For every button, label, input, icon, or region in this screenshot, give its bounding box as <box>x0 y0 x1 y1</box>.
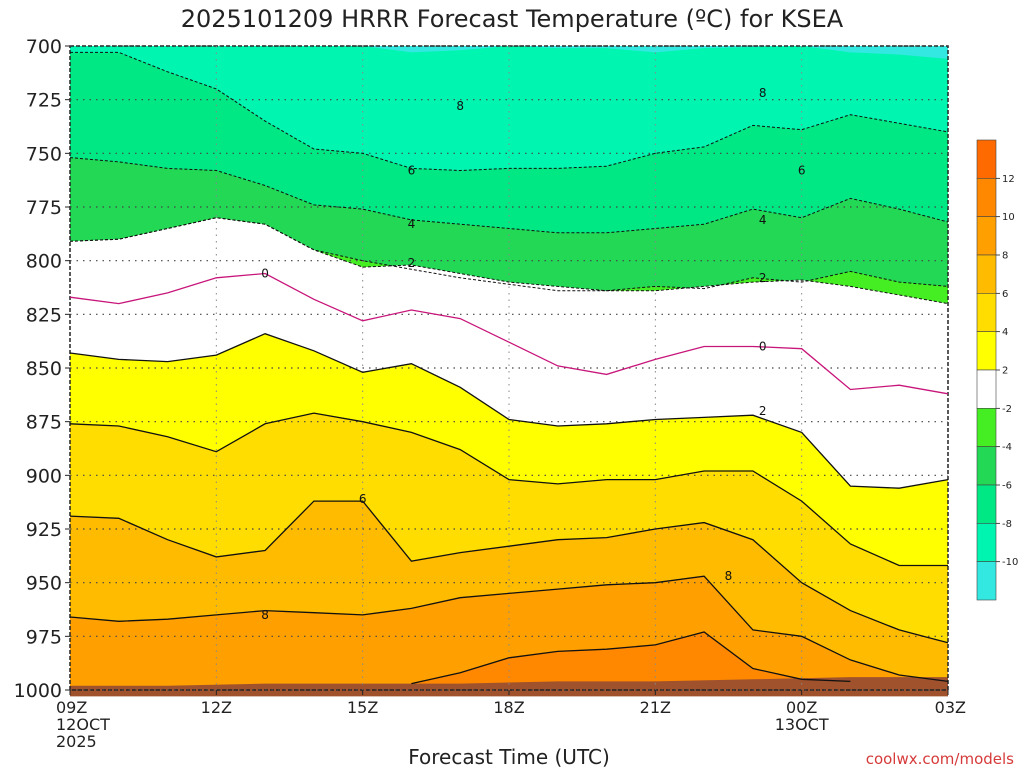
x-tick-label: 12Z <box>201 698 232 717</box>
contour-label: 8 <box>261 608 269 622</box>
contour-label: 2 <box>759 271 767 285</box>
colorbar-label: -8 <box>1002 519 1012 530</box>
contour-label: 8 <box>456 99 464 113</box>
colorbar-legend: 12 10 8 6 4 2 -2 -4 -6 -8 -10 <box>976 139 1018 601</box>
colorbar-label: -6 <box>1002 481 1012 492</box>
contour-label: 4 <box>759 213 767 227</box>
contour-line <box>411 631 851 685</box>
source-credit[interactable]: coolwx.com/models <box>866 750 1014 768</box>
x-axis-label: Forecast Time (UTC) <box>408 745 610 768</box>
y-tick-label: 750 <box>26 143 62 165</box>
contour-label: 6 <box>359 492 367 506</box>
colorbar-swatch <box>976 523 997 562</box>
colorbar-label: 10 <box>1002 212 1015 223</box>
x-tick-label: 18Z <box>493 698 524 717</box>
x-tick-date: 13OCT <box>775 715 829 734</box>
contour-label: 8 <box>725 569 733 583</box>
contour-line <box>69 575 949 683</box>
y-tick-label: 975 <box>26 626 62 648</box>
x-tick-label: 21Z <box>640 698 671 717</box>
contour-label: 6 <box>408 164 416 178</box>
contour-label: 4 <box>408 217 416 231</box>
colorbar-swatch <box>976 331 997 371</box>
contour-label: 2 <box>759 404 767 418</box>
colorbar-swatch <box>976 561 997 601</box>
colorbar-swatch <box>976 139 997 179</box>
contour-label: 6 <box>798 164 806 178</box>
contour-label: 2 <box>408 256 416 270</box>
x-tick-date: 12OCT <box>56 715 110 734</box>
band-fill <box>411 632 851 690</box>
colorbar-label: -2 <box>1002 404 1012 415</box>
y-tick-label: 875 <box>26 412 62 434</box>
y-tick-label: 700 <box>26 36 62 58</box>
colorbar-swatch <box>976 446 997 486</box>
colorbar-swatch <box>976 293 997 332</box>
y-tick-label: 825 <box>26 304 62 326</box>
colorbar-swatch <box>976 254 997 294</box>
colorbar-swatch <box>976 369 997 409</box>
surface-ground <box>70 677 948 697</box>
x-tick-label: 15Z <box>347 698 378 717</box>
contour-label: 8 <box>759 86 767 100</box>
x-tick-label: 09Z <box>56 698 87 717</box>
contour-lines: 8 8 6 6 4 4 2 2 0 0 2 6 8 8 <box>69 51 949 685</box>
y-tick-label: 1000 <box>14 680 62 702</box>
x-tick-label: 00Z <box>786 698 817 717</box>
y-tick-label: 775 <box>26 197 62 219</box>
y-tick-label: 725 <box>26 90 62 112</box>
contour-label: 0 <box>261 267 269 281</box>
contour-line <box>69 157 949 234</box>
band-fill <box>70 46 948 59</box>
x-tick-year: 2025 <box>56 732 97 751</box>
colorbar-label: 4 <box>1002 327 1008 338</box>
colorbar-label: -4 <box>1002 442 1012 453</box>
colorbar-swatch <box>976 408 997 447</box>
y-tick-label: 850 <box>26 358 62 380</box>
contour-label: 0 <box>759 340 767 354</box>
pressure-axis: 700 725 750 775 800 825 850 875 900 925 950 975 1000 <box>14 36 70 702</box>
y-tick-label: 925 <box>26 519 62 541</box>
contour-line <box>69 500 949 644</box>
chart-title: 2025101209 HRRR Forecast Temperature (ºC… <box>181 5 844 33</box>
colorbar-label: 12 <box>1002 174 1015 185</box>
contour-line <box>70 51 949 172</box>
colorbar-swatch <box>976 178 997 217</box>
contour-line <box>69 412 948 567</box>
colorbar-label: -10 <box>1002 557 1018 568</box>
colorbar-label: 6 <box>1002 289 1008 300</box>
contour-line <box>69 272 949 395</box>
y-tick-label: 900 <box>26 465 62 487</box>
x-tick-label: 03Z <box>935 698 966 717</box>
contour-line <box>69 333 949 489</box>
contour-line <box>69 217 949 305</box>
y-tick-label: 950 <box>26 573 62 595</box>
contour-line <box>69 217 949 292</box>
colorbar-swatch <box>976 216 997 256</box>
colorbar-label: 2 <box>1002 366 1008 377</box>
colorbar-swatch <box>976 484 997 524</box>
colorbar-label: 8 <box>1002 251 1008 262</box>
y-tick-label: 800 <box>26 251 62 273</box>
